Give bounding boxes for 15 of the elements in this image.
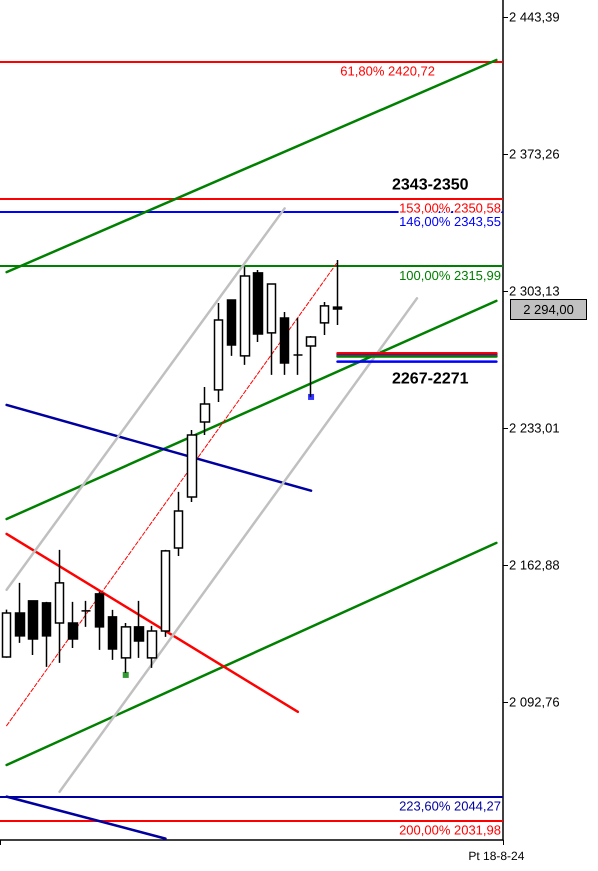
y-tick-label: 2 443,39	[509, 10, 560, 25]
x-tick-label: Pt 18-8-24	[468, 849, 525, 863]
y-tick-label: 2 303,13	[509, 284, 560, 299]
annotation: 2267-2271	[392, 370, 469, 388]
y-tick-label: 2 233,01	[509, 420, 560, 436]
ref-line-label: 100,00% 2315,99	[399, 268, 501, 283]
text: 2 294,00	[523, 302, 574, 317]
y-tick-label: 2 092,76	[509, 694, 560, 710]
ref-line-label: 146,00% 2343,55	[399, 214, 501, 230]
annotation: 2343-2350	[392, 176, 469, 194]
ref-line-label: 223,60% 2044,27	[399, 798, 501, 814]
y-tick-label: 2 373,26	[509, 146, 560, 162]
ref-line-label: 200,00% 2031,98	[399, 822, 501, 838]
ref-line-label: 61,80% 2420,72	[340, 63, 435, 78]
y-tick-label: 2 162,88	[509, 557, 560, 572]
